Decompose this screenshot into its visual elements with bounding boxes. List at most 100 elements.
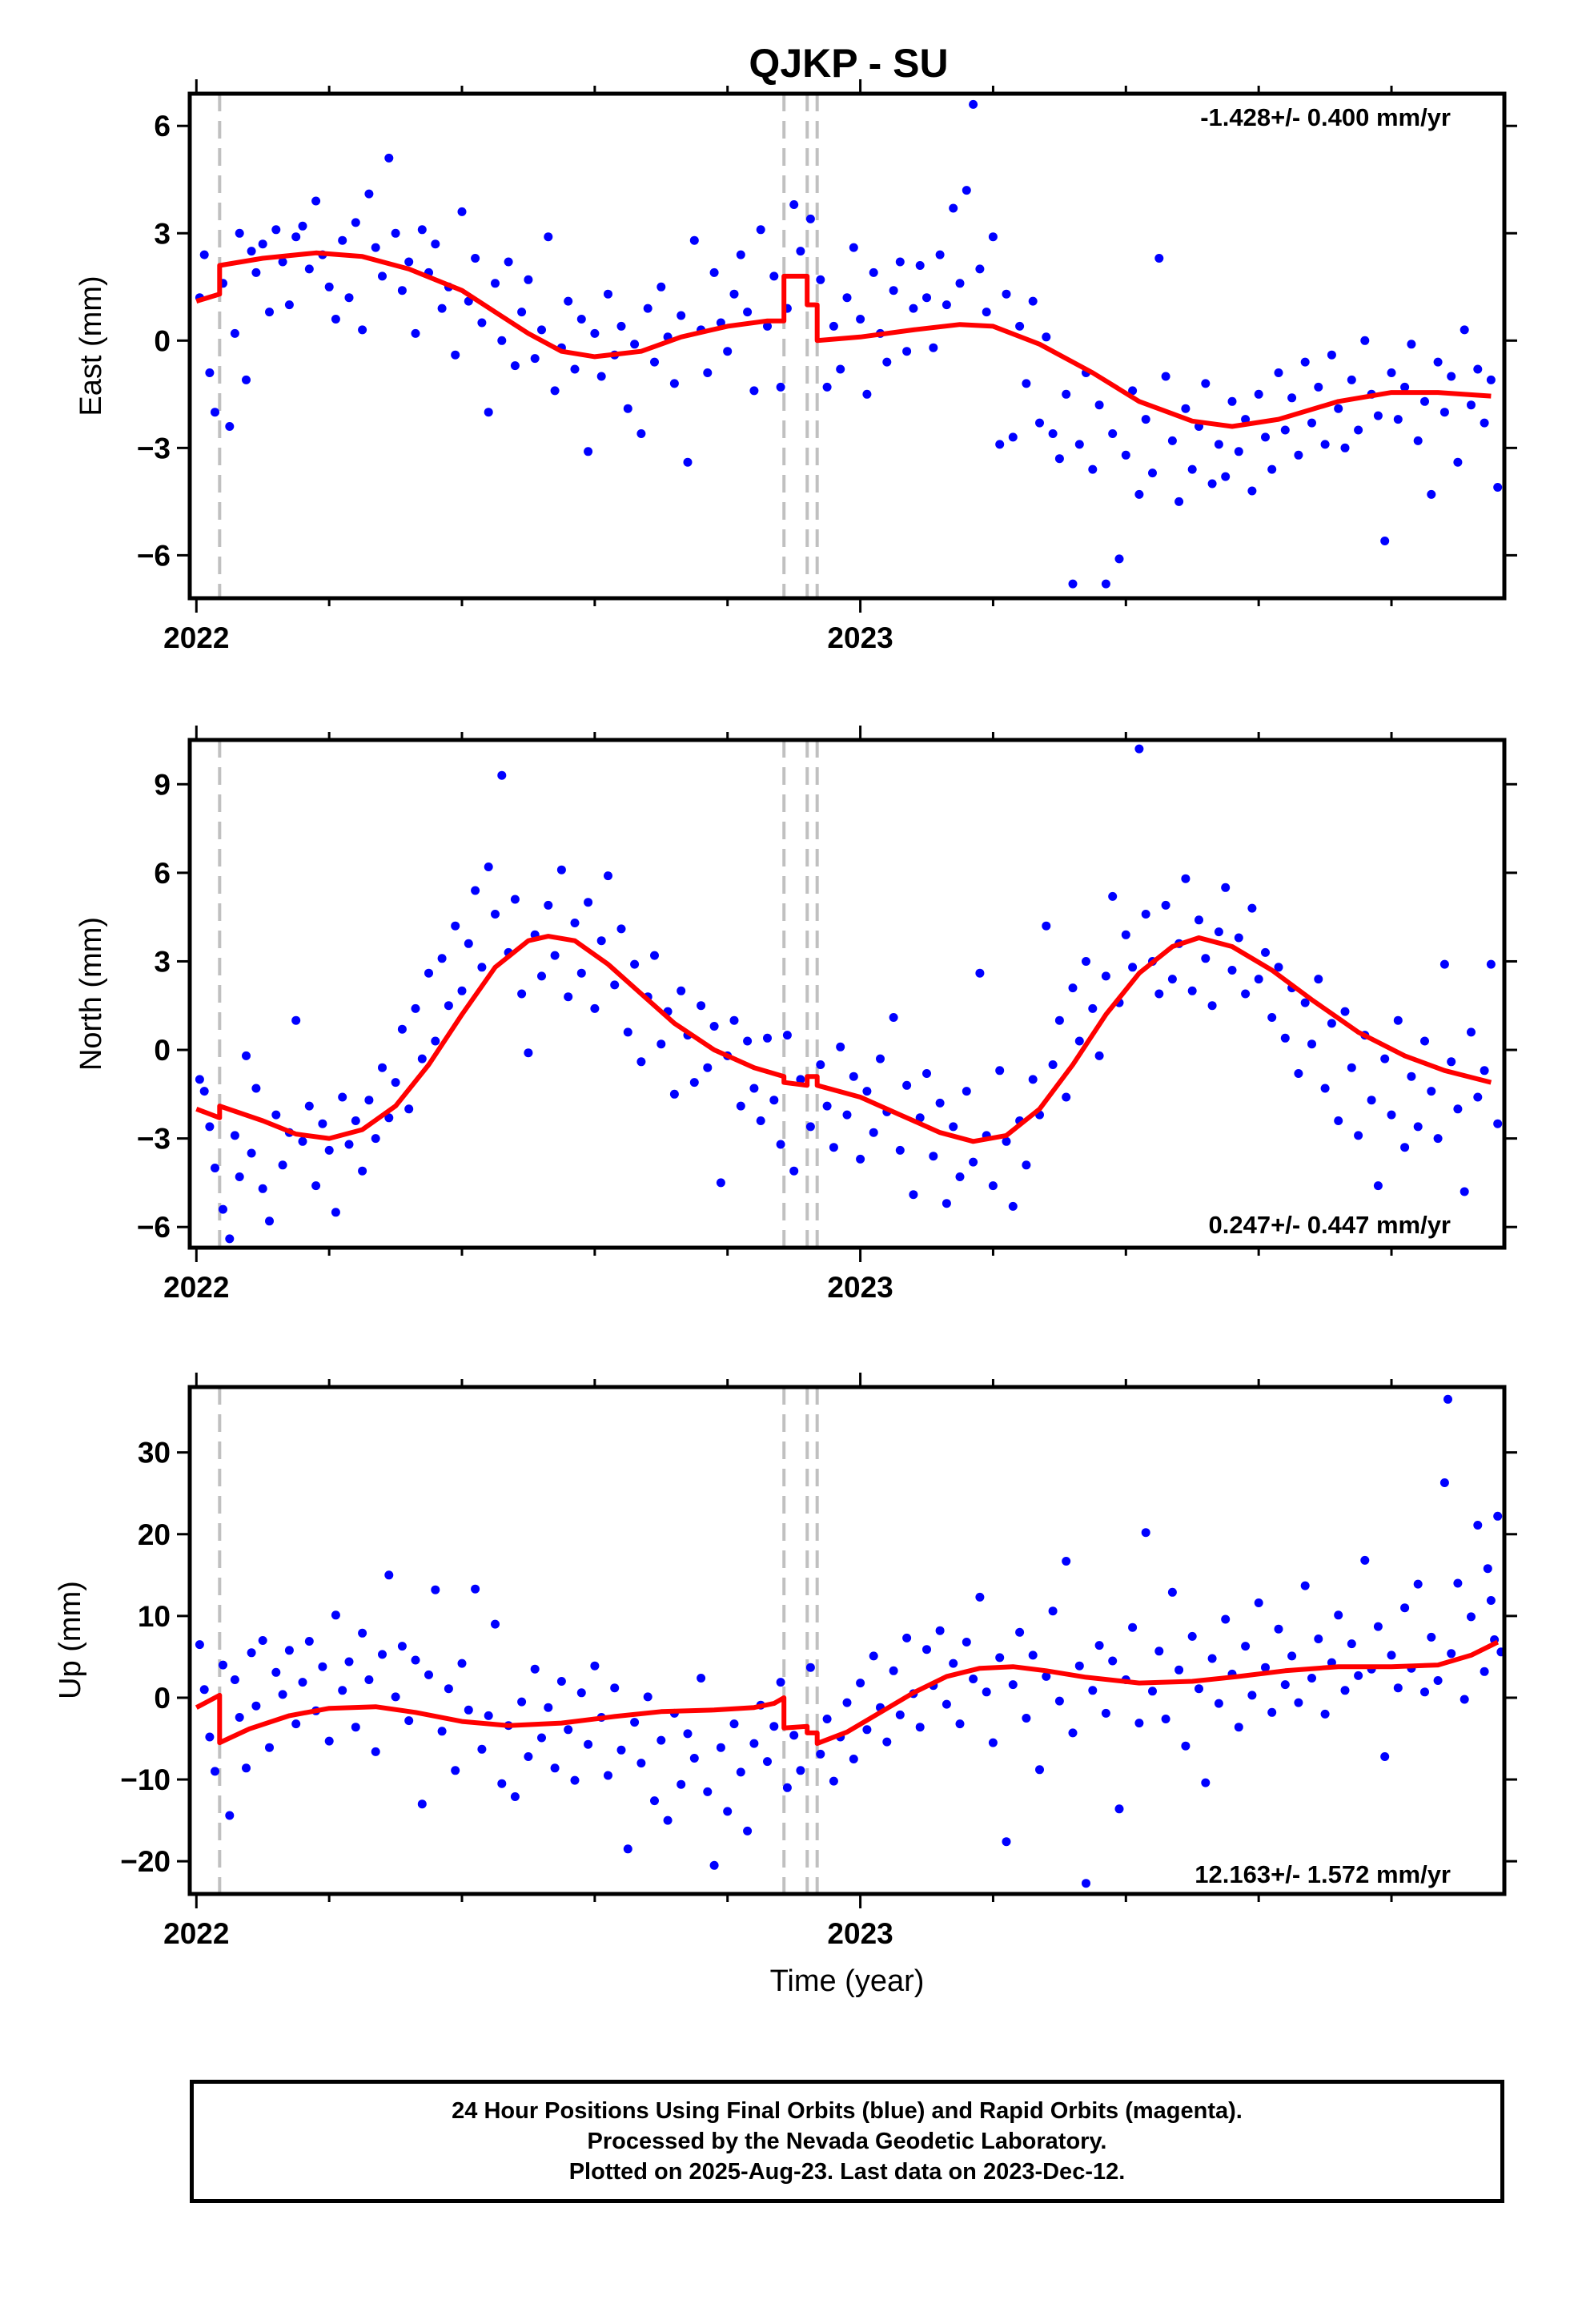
up-data-point: [451, 1766, 460, 1775]
up-data-point: [988, 1738, 998, 1747]
north-data-point: [437, 954, 447, 963]
north-data-point: [550, 951, 560, 960]
up-data-point: [391, 1692, 400, 1702]
up-data-point: [219, 1660, 227, 1670]
east-data-point: [1121, 450, 1130, 460]
north-data-point: [1234, 933, 1243, 943]
north-data-point: [1354, 1131, 1363, 1140]
east-data-point: [723, 347, 733, 356]
up-data-point: [650, 1796, 659, 1806]
north-data-point: [942, 1199, 951, 1208]
east-data-point: [510, 361, 520, 371]
north-data-point: [1161, 900, 1170, 910]
north-data-point: [876, 1054, 885, 1063]
north-data-point: [782, 1031, 792, 1040]
east-ytick-label: −3: [137, 432, 171, 464]
up-data-point: [431, 1585, 440, 1594]
up-data-point: [331, 1610, 340, 1620]
east-data-point: [504, 257, 513, 267]
north-data-point: [318, 1119, 327, 1128]
east-data-point: [1427, 489, 1436, 499]
up-data-point: [1483, 1564, 1492, 1574]
up-data-point: [1247, 1691, 1257, 1700]
up-data-point: [915, 1723, 925, 1732]
up-data-point: [205, 1732, 215, 1742]
up-data-point: [397, 1642, 407, 1651]
east-data-point: [1486, 375, 1496, 384]
up-data-point: [935, 1626, 945, 1635]
east-data-point: [636, 429, 646, 438]
up-data-point: [1141, 1528, 1150, 1538]
up-data-point: [584, 1739, 593, 1749]
east-data-point: [1287, 393, 1297, 403]
east-data-point: [1088, 464, 1098, 474]
east-ytick-label: −6: [137, 539, 171, 572]
north-data-point: [816, 1060, 825, 1069]
up-data-point: [1460, 1695, 1469, 1704]
north-ytick-label: 3: [154, 945, 171, 978]
up-data-point: [729, 1719, 739, 1729]
north-data-point: [378, 1063, 387, 1072]
east-data-point: [590, 328, 600, 338]
north-data-point: [842, 1110, 852, 1120]
east-data-point: [729, 289, 739, 299]
east-data-point: [1267, 464, 1277, 474]
east-data-point: [298, 221, 307, 231]
east-data-point: [869, 267, 878, 277]
up-data-point: [199, 1685, 209, 1695]
up-data-point: [723, 1807, 733, 1816]
east-data-point: [1387, 368, 1396, 377]
up-data-point: [318, 1662, 327, 1671]
north-data-point: [1121, 930, 1130, 939]
north-data-point: [1154, 989, 1164, 999]
east-data-point: [1068, 579, 1078, 589]
east-data-point: [451, 350, 460, 360]
north-data-point: [1022, 1160, 1031, 1170]
up-data-point: [1048, 1606, 1058, 1616]
north-data-point: [417, 1054, 427, 1063]
north-data-point: [1413, 1122, 1423, 1132]
east-data-point: [1241, 415, 1251, 424]
north-data-point: [1433, 1134, 1443, 1144]
north-data-point: [219, 1204, 227, 1214]
east-data-point: [205, 368, 215, 377]
east-ytick-label: 0: [154, 324, 171, 357]
north-data-point: [749, 1084, 759, 1093]
north-data-point: [1340, 1007, 1350, 1016]
east-data-point: [756, 225, 765, 235]
east-ytick-label: 3: [154, 217, 171, 250]
north-data-point: [1008, 1201, 1018, 1211]
east-data-point: [1460, 325, 1469, 335]
east-data-point: [1134, 489, 1144, 499]
up-data-point: [1082, 1879, 1090, 1888]
up-data-point: [1241, 1642, 1251, 1651]
up-data-point: [1042, 1671, 1051, 1681]
north-data-point: [1195, 915, 1203, 925]
east-data-point: [417, 225, 427, 235]
up-data-point: [1101, 1708, 1110, 1718]
east-data-point: [1094, 400, 1104, 410]
north-data-point: [1480, 1066, 1489, 1076]
east-data-point: [1407, 340, 1416, 349]
up-data-point: [424, 1670, 433, 1679]
up-data-point: [247, 1648, 256, 1658]
east-data-point: [796, 247, 805, 256]
east-data-point: [1247, 486, 1257, 496]
up-data-point: [556, 1677, 566, 1686]
east-data-point: [929, 343, 938, 352]
up-data-point: [364, 1675, 374, 1684]
north-ytick-label: −6: [137, 1211, 171, 1244]
up-data-point: [1261, 1663, 1270, 1672]
east-data-point: [291, 232, 301, 242]
north-data-point: [457, 986, 467, 995]
north-data-point: [623, 1027, 632, 1037]
north-data-point: [358, 1166, 367, 1176]
north-data-point: [1062, 1092, 1071, 1102]
up-data-point: [437, 1727, 447, 1736]
east-data-point: [517, 308, 527, 317]
up-data-point: [616, 1745, 626, 1755]
north-data-point: [242, 1051, 251, 1060]
east-data-point: [235, 228, 244, 238]
up-data-point: [1480, 1667, 1489, 1676]
up-data-point: [1300, 1581, 1310, 1590]
